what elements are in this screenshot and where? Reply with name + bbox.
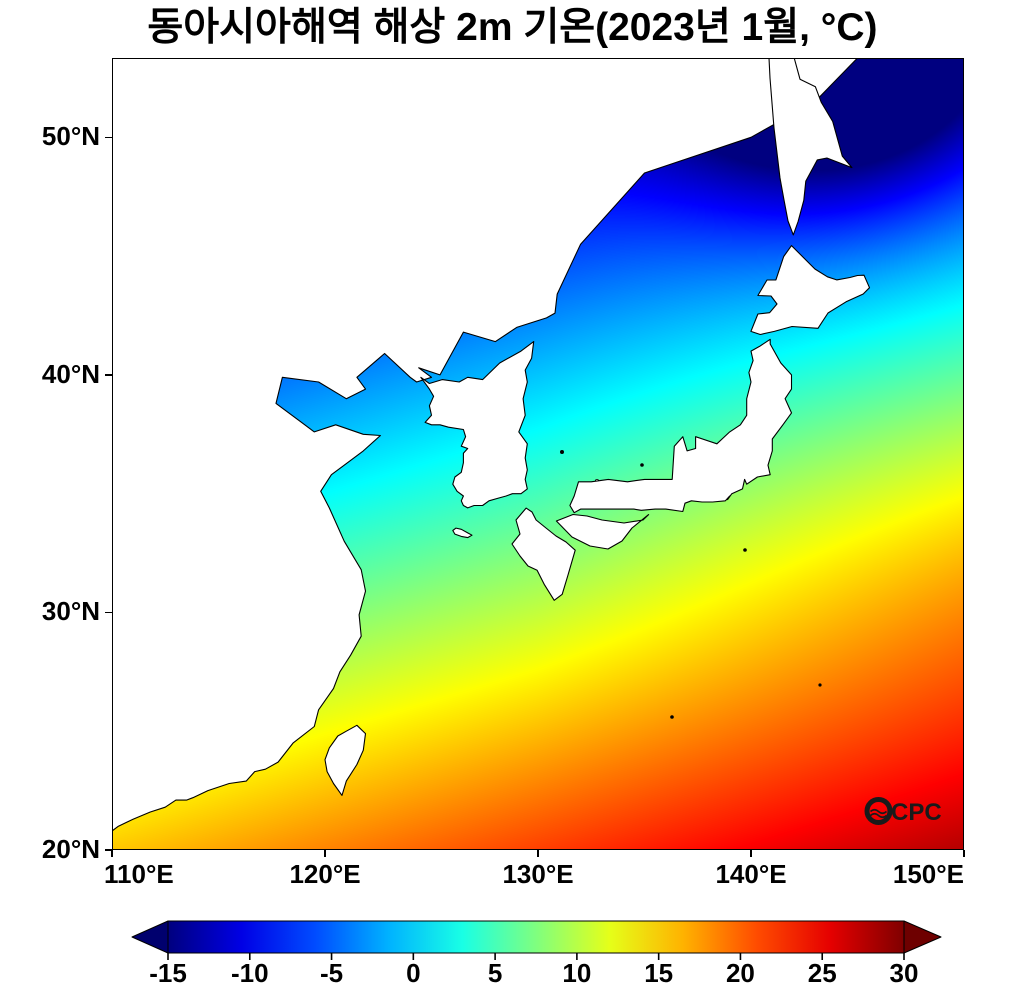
svg-text:CPC: CPC [891, 799, 942, 826]
